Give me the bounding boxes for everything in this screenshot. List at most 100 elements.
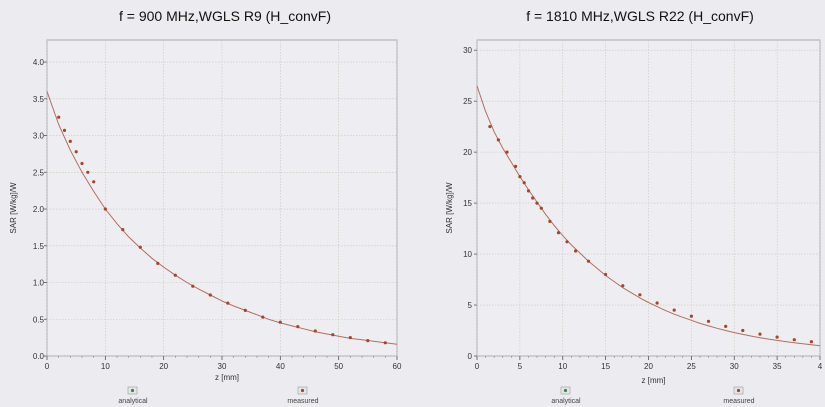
y-tick-label: 2.0 — [33, 205, 45, 214]
data-point-measured — [586, 259, 591, 263]
data-point-measured — [758, 332, 762, 336]
x-tick-label: 0 — [45, 362, 50, 371]
x-tick-label: 4 — [818, 362, 823, 371]
data-point-measured — [539, 206, 543, 210]
data-point-measured — [535, 201, 539, 205]
y-tick-label: 2.5 — [33, 168, 45, 177]
data-point-measured — [80, 161, 84, 166]
data-point-measured — [208, 293, 212, 297]
x-tick-label: 30 — [218, 362, 227, 371]
data-point-measured — [156, 261, 160, 265]
data-point-measured — [296, 325, 300, 329]
data-point-measured — [121, 228, 125, 232]
data-point-measured — [604, 272, 608, 277]
data-point-measured — [514, 164, 518, 168]
x-tick-label: 15 — [601, 362, 610, 371]
x-tick-label: 10 — [101, 362, 110, 371]
data-point-measured — [278, 320, 282, 324]
x-tick-label: 20 — [644, 362, 653, 371]
y-tick-label: 3.0 — [33, 132, 45, 141]
legend-label-analytical: analytical — [118, 398, 148, 405]
legend-marker-analytical — [563, 388, 568, 393]
data-point-measured — [173, 273, 177, 277]
x-tick-label: 50 — [334, 362, 343, 371]
data-point-measured — [565, 240, 569, 244]
y-tick-label: 25 — [463, 97, 472, 106]
y-tick-label: 1.5 — [33, 242, 45, 251]
x-tick-label: 40 — [276, 362, 285, 371]
data-point-measured — [191, 284, 195, 288]
y-tick-label: 15 — [463, 199, 472, 208]
x-tick-label: 60 — [393, 362, 402, 371]
data-point-measured — [488, 125, 492, 129]
chart-1810mhz: 0 5 10 15 20 25 30 0 5 10 15 20 25 30 35 4 z [mm] SAR [W/… — [445, 39, 823, 405]
data-point-measured — [383, 341, 387, 345]
data-point-measured — [496, 138, 500, 142]
data-point-measured — [522, 181, 526, 185]
legend-marker-measured — [300, 388, 305, 393]
y-tick-label: 3.5 — [33, 95, 45, 104]
data-point-measured — [505, 150, 509, 154]
x-tick-label: 35 — [773, 362, 782, 371]
y-axis-title: SAR [W/kg]/W — [445, 182, 454, 234]
data-point-measured — [775, 335, 779, 339]
data-point-measured — [655, 301, 659, 305]
data-point-measured — [62, 128, 67, 132]
data-point-measured — [138, 245, 142, 249]
data-point-measured — [706, 319, 711, 323]
chart-title-left: f = 900 MHz,WGLS R9 (H_convF) — [118, 8, 331, 24]
legend-label-analytical: analytical — [551, 398, 581, 405]
data-point-measured — [348, 336, 352, 340]
y-tick-label: 4.0 — [33, 58, 45, 67]
data-point-measured — [689, 314, 694, 318]
data-point-measured — [672, 308, 676, 312]
x-tick-label: 30 — [730, 362, 739, 371]
y-tick-label: 0.0 — [33, 352, 45, 361]
data-point-measured — [313, 329, 317, 333]
data-point-measured — [518, 175, 522, 179]
legend-marker-measured — [736, 388, 741, 393]
data-point-measured — [724, 324, 728, 328]
data-point-measured — [531, 196, 535, 200]
data-point-measured — [526, 189, 531, 193]
legend-label-measured: measured — [723, 398, 754, 405]
data-point-measured — [548, 219, 552, 223]
plot-area — [46, 39, 398, 357]
y-tick-label: 0.5 — [33, 315, 45, 324]
y-tick-label: 30 — [463, 46, 472, 55]
x-tick-label: 10 — [558, 362, 567, 371]
data-point-measured — [226, 301, 230, 305]
data-point-measured — [103, 207, 107, 211]
data-point-measured — [74, 150, 78, 154]
x-axis-title: z [mm] — [215, 373, 239, 382]
y-axis-title: SAR [W/kg]/W — [9, 182, 18, 234]
x-tick-label: 5 — [518, 362, 523, 371]
legend-label-measured: measured — [287, 398, 318, 405]
data-point-measured — [574, 249, 578, 253]
data-point-measured — [741, 328, 745, 333]
x-axis-title: z [mm] — [642, 376, 666, 385]
data-point-measured — [86, 170, 90, 174]
data-point-measured — [92, 180, 96, 184]
data-point-measured — [792, 338, 796, 342]
data-point-measured — [638, 293, 642, 297]
data-point-measured — [243, 308, 247, 312]
data-point-measured — [331, 333, 335, 337]
data-point-measured — [68, 139, 72, 143]
plot-area — [476, 39, 821, 357]
x-tick-label: 0 — [475, 362, 480, 371]
data-point-measured — [366, 339, 370, 343]
y-tick-label: 0 — [468, 352, 473, 361]
y-tick-label: 20 — [463, 148, 472, 157]
data-point-measured — [621, 284, 625, 288]
data-point-measured — [261, 315, 265, 319]
x-tick-label: 25 — [687, 362, 696, 371]
data-point-measured — [57, 115, 61, 119]
data-point-measured — [556, 231, 561, 235]
chart-title-right: f = 1810 MHz,WGLS R22 (H_convF) — [526, 8, 754, 24]
chart-900mhz: 0.0 0.5 1.0 1.5 2.0 2.5 3.0 3.5 4.0 0 10 20 30 40 50 60… — [9, 39, 402, 405]
y-tick-label: 5 — [468, 301, 473, 310]
legend-marker-analytical — [130, 388, 135, 393]
y-tick-label: 10 — [463, 250, 472, 259]
x-tick-label: 20 — [159, 362, 168, 371]
